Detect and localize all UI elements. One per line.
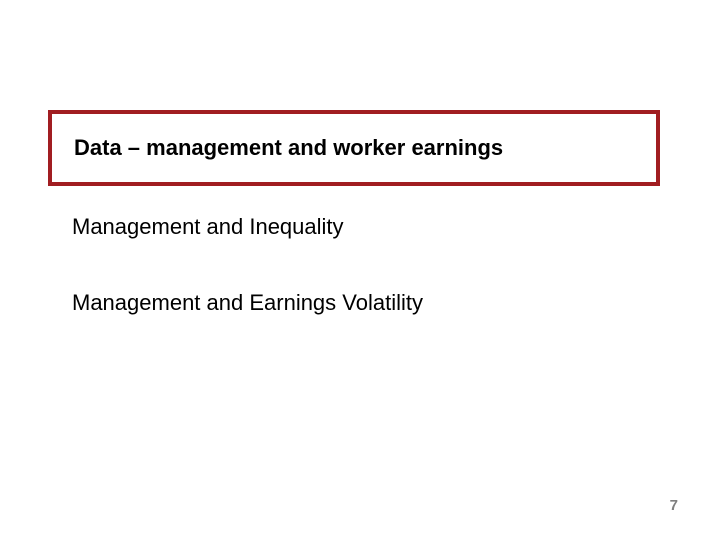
body-text-2: Management and Earnings Volatility	[72, 290, 423, 316]
page-number: 7	[670, 497, 678, 514]
slide-title: Data – management and worker earnings	[74, 135, 503, 161]
title-box: Data – management and worker earnings	[48, 110, 660, 186]
body-text-1: Management and Inequality	[72, 214, 344, 240]
